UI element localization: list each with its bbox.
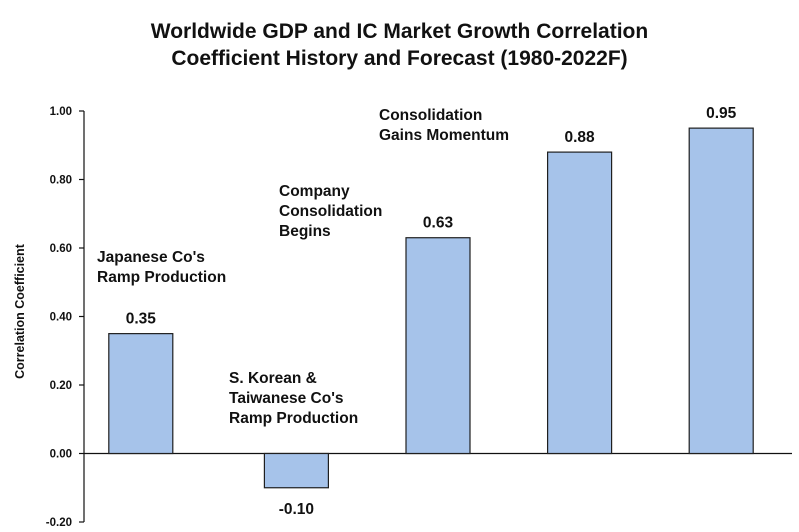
bar xyxy=(405,237,471,455)
annotation-text: Consolidation xyxy=(279,203,382,220)
axes-group: 1.00 0.80 0.60 0.40 0.20 0.00 -0.20 Correlation… xyxy=(13,106,792,529)
y-tick-label: 0.60 xyxy=(50,243,72,255)
data-label: 0.63 xyxy=(423,215,454,232)
bar xyxy=(263,452,329,489)
annotation-text: Consolidation xyxy=(379,107,482,124)
data-label: 0.95 xyxy=(706,105,737,122)
data-label: 0.88 xyxy=(565,129,596,146)
y-tick-label: 0.00 xyxy=(50,449,72,461)
annotation-text: Company xyxy=(279,183,350,200)
data-label: -0.10 xyxy=(279,501,314,518)
data-label: 0.35 xyxy=(126,311,157,328)
annotation-text: S. Korean & xyxy=(229,370,317,387)
data-labels-group: 0.35 -0.10 0.63 0.88 0.95 xyxy=(126,105,737,518)
y-tick-label: -0.20 xyxy=(46,517,72,529)
y-tick-label: 0.80 xyxy=(50,175,72,187)
annotations-group: Japanese Co's Ramp Production S. Korean & T… xyxy=(97,107,509,427)
annotation-text: Gains Momentum xyxy=(379,127,509,144)
annotation-text: Ramp Production xyxy=(229,410,358,427)
annotation-text: Taiwanese Co's xyxy=(229,390,344,407)
bar xyxy=(108,333,174,455)
annotation-text: Japanese Co's xyxy=(97,249,205,266)
annotation-text: Ramp Production xyxy=(97,269,226,286)
y-tick-label: 1.00 xyxy=(50,106,72,118)
bars-group xyxy=(108,127,754,489)
chart-title-line-2: Coefficient History and Forecast (1980-2… xyxy=(171,47,628,70)
bar xyxy=(688,127,754,455)
chart-title-line-1: Worldwide GDP and IC Market Growth Corre… xyxy=(150,20,649,43)
y-tick-label: 0.40 xyxy=(50,312,72,324)
bar xyxy=(546,151,613,455)
y-axis-title: Correlation Coefficient xyxy=(13,243,27,379)
y-tick-label: 0.20 xyxy=(50,380,72,392)
annotation-text: Begins xyxy=(279,223,331,240)
